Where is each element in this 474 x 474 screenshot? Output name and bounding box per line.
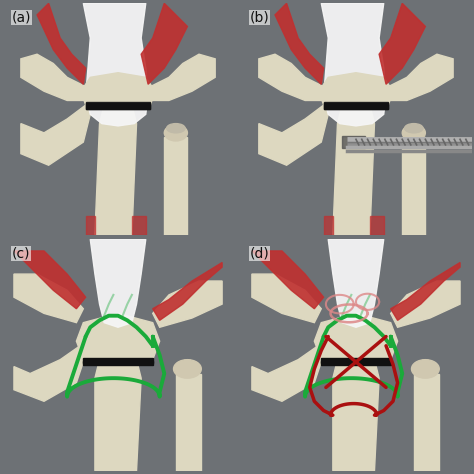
Bar xyxy=(83,361,153,365)
Polygon shape xyxy=(252,274,321,323)
Bar xyxy=(342,137,365,148)
Polygon shape xyxy=(95,105,137,235)
Polygon shape xyxy=(83,3,148,126)
Text: (d): (d) xyxy=(250,246,269,260)
Ellipse shape xyxy=(404,124,423,133)
Polygon shape xyxy=(76,313,160,360)
Text: (c): (c) xyxy=(12,246,30,260)
Polygon shape xyxy=(164,137,187,235)
Text: (b): (b) xyxy=(250,10,269,24)
Ellipse shape xyxy=(164,125,187,141)
Bar xyxy=(86,103,150,109)
Polygon shape xyxy=(414,374,439,471)
Polygon shape xyxy=(328,239,384,327)
Polygon shape xyxy=(153,281,222,327)
Polygon shape xyxy=(81,73,155,105)
Polygon shape xyxy=(379,3,425,84)
Polygon shape xyxy=(252,344,324,401)
Polygon shape xyxy=(150,54,215,100)
Bar xyxy=(324,101,388,109)
Polygon shape xyxy=(141,3,187,84)
Ellipse shape xyxy=(402,125,425,141)
Polygon shape xyxy=(252,251,324,309)
Bar xyxy=(324,103,388,109)
Bar xyxy=(324,216,333,235)
Ellipse shape xyxy=(173,360,201,378)
Bar xyxy=(321,361,391,365)
Polygon shape xyxy=(391,263,460,320)
Polygon shape xyxy=(90,239,146,327)
Polygon shape xyxy=(402,137,425,235)
Bar xyxy=(132,216,146,235)
Polygon shape xyxy=(314,313,398,360)
Polygon shape xyxy=(388,54,453,100)
Bar xyxy=(83,358,153,363)
Polygon shape xyxy=(319,73,393,105)
Text: (a): (a) xyxy=(12,10,31,24)
Polygon shape xyxy=(275,3,324,84)
Bar xyxy=(86,216,95,235)
Bar xyxy=(370,216,384,235)
Ellipse shape xyxy=(166,124,185,133)
Polygon shape xyxy=(14,251,86,309)
Polygon shape xyxy=(176,374,201,471)
Polygon shape xyxy=(259,105,328,165)
Polygon shape xyxy=(333,360,379,471)
Bar xyxy=(86,101,150,109)
Polygon shape xyxy=(21,105,90,165)
Polygon shape xyxy=(21,54,86,100)
Polygon shape xyxy=(37,3,86,84)
Ellipse shape xyxy=(411,360,439,378)
Polygon shape xyxy=(14,274,83,323)
Bar xyxy=(321,358,391,363)
Polygon shape xyxy=(259,54,324,100)
Polygon shape xyxy=(95,360,141,471)
Polygon shape xyxy=(153,263,222,320)
Polygon shape xyxy=(14,344,86,401)
Polygon shape xyxy=(333,105,374,235)
Polygon shape xyxy=(391,281,460,327)
Polygon shape xyxy=(321,3,386,126)
